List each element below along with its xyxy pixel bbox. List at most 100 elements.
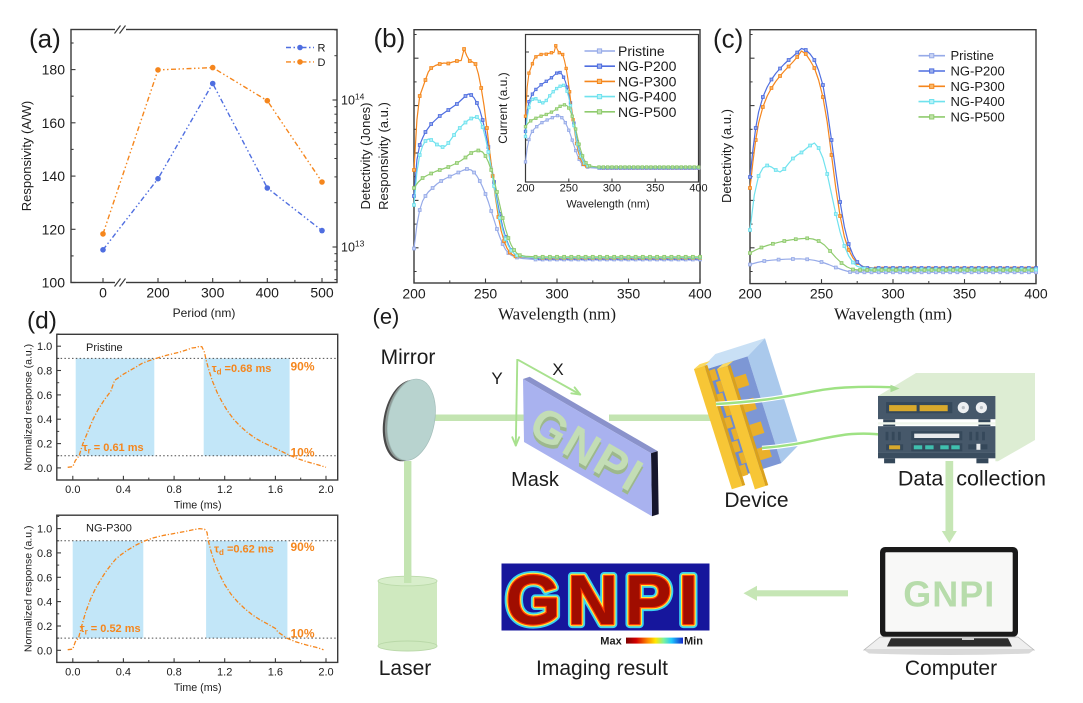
svg-text:400: 400 — [688, 286, 712, 302]
svg-text:Device: Device — [724, 489, 788, 512]
svg-text:0: 0 — [99, 285, 107, 301]
svg-text:200: 200 — [146, 285, 170, 301]
svg-text:90%: 90% — [291, 359, 315, 373]
svg-text:0.8: 0.8 — [166, 666, 181, 678]
svg-text:300: 300 — [603, 183, 621, 195]
svg-text:10%: 10% — [291, 626, 315, 640]
svg-text:Time (ms): Time (ms) — [174, 682, 222, 694]
svg-text:0.4: 0.4 — [116, 484, 131, 496]
svg-text:Current (a.u.): Current (a.u.) — [496, 72, 510, 143]
svg-text:300: 300 — [881, 286, 905, 302]
svg-text:0.0: 0.0 — [37, 463, 52, 475]
svg-text:1.2: 1.2 — [217, 666, 232, 678]
svg-text:τr = 0.52 ms: τr = 0.52 ms — [80, 623, 141, 637]
svg-text:200: 200 — [516, 183, 534, 195]
svg-text:X: X — [552, 360, 563, 379]
svg-text:Pristine: Pristine — [618, 43, 665, 59]
svg-text:NG-P200: NG-P200 — [618, 58, 677, 74]
svg-text:400: 400 — [256, 285, 280, 301]
svg-text:0.8: 0.8 — [37, 548, 52, 560]
svg-text:250: 250 — [474, 286, 498, 302]
svg-text:NG-P300: NG-P300 — [86, 523, 132, 535]
svg-text:500: 500 — [310, 285, 334, 301]
svg-text:τd =0.68 ms: τd =0.68 ms — [212, 363, 272, 377]
svg-text:NG-P500: NG-P500 — [618, 104, 677, 120]
svg-text:120: 120 — [42, 221, 66, 237]
svg-text:10%: 10% — [291, 446, 315, 460]
svg-text:0.8: 0.8 — [166, 484, 181, 496]
svg-text:200: 200 — [738, 286, 762, 302]
svg-text:GNPI: GNPI — [506, 561, 705, 639]
svg-text:collection: collection — [956, 467, 1046, 491]
svg-text:0.0: 0.0 — [65, 666, 80, 678]
svg-text:400: 400 — [1024, 286, 1048, 302]
svg-text:Period (nm): Period (nm) — [173, 306, 236, 320]
svg-text:1.0: 1.0 — [37, 524, 52, 536]
svg-text:0.2: 0.2 — [37, 621, 52, 633]
svg-text:1.6: 1.6 — [268, 484, 283, 496]
svg-text:GNPI: GNPI — [903, 574, 995, 615]
svg-text:Detectivity (a.u.): Detectivity (a.u.) — [719, 109, 734, 203]
svg-text:Min: Min — [684, 636, 703, 648]
svg-text:Time (ms): Time (ms) — [174, 500, 222, 512]
svg-text:Normalized response (a.u.): Normalized response (a.u.) — [23, 344, 35, 471]
svg-text:0.6: 0.6 — [37, 572, 52, 584]
svg-text:(e): (e) — [373, 304, 400, 329]
svg-text:Mirror: Mirror — [381, 346, 436, 369]
svg-text:Laser: Laser — [379, 657, 432, 680]
svg-text:NG-P500: NG-P500 — [951, 109, 1005, 124]
svg-text:160: 160 — [42, 115, 66, 131]
svg-text:Pristine: Pristine — [86, 342, 123, 354]
svg-text:200: 200 — [402, 286, 426, 302]
svg-text:Wavelength (nm): Wavelength (nm) — [566, 199, 649, 211]
svg-text:Responsivity (A/W): Responsivity (A/W) — [19, 101, 34, 212]
svg-text:Computer: Computer — [905, 657, 997, 680]
svg-text:(a): (a) — [29, 24, 61, 54]
svg-text:1.6: 1.6 — [268, 666, 283, 678]
svg-text:300: 300 — [201, 285, 225, 301]
svg-text:Y: Y — [491, 369, 502, 388]
svg-text:350: 350 — [646, 183, 664, 195]
svg-text:0.8: 0.8 — [37, 366, 52, 378]
svg-text:0.4: 0.4 — [37, 597, 52, 609]
svg-text:350: 350 — [953, 286, 977, 302]
svg-text:90%: 90% — [291, 540, 315, 554]
svg-text:1.2: 1.2 — [217, 484, 232, 496]
svg-text:τr = 0.61 ms: τr = 0.61 ms — [83, 442, 144, 456]
svg-text:NG-P400: NG-P400 — [951, 94, 1005, 109]
svg-text:Detectivity (Jones): Detectivity (Jones) — [358, 103, 373, 210]
svg-text:Normalized response (a.u.): Normalized response (a.u.) — [23, 525, 35, 652]
svg-text:Max: Max — [600, 636, 622, 648]
svg-text:(c): (c) — [713, 24, 743, 54]
svg-text:0.2: 0.2 — [37, 439, 52, 451]
svg-text:GNPI: GNPI — [506, 561, 705, 639]
svg-text:0.0: 0.0 — [37, 645, 52, 657]
svg-text:Wavelength (nm): Wavelength (nm) — [498, 305, 616, 324]
svg-text:NG-P300: NG-P300 — [951, 79, 1005, 94]
svg-text:0.0: 0.0 — [65, 484, 80, 496]
svg-text:180: 180 — [42, 62, 66, 78]
svg-text:350: 350 — [617, 286, 641, 302]
svg-text:400: 400 — [689, 183, 707, 195]
svg-text:0.4: 0.4 — [116, 666, 131, 678]
svg-text:Pristine: Pristine — [951, 48, 994, 63]
svg-text:140: 140 — [42, 168, 66, 184]
svg-text:GNPI: GNPI — [506, 561, 705, 639]
svg-text:2.0: 2.0 — [318, 484, 333, 496]
svg-text:100: 100 — [42, 275, 66, 291]
svg-text:Responsivity (a.u.): Responsivity (a.u.) — [376, 102, 391, 210]
svg-text:Mask: Mask — [511, 469, 560, 491]
svg-text:250: 250 — [560, 183, 578, 195]
svg-text:Wavelength (nm): Wavelength (nm) — [834, 305, 952, 324]
svg-text:GNPI: GNPI — [506, 561, 705, 639]
svg-text:NG-P400: NG-P400 — [618, 89, 677, 105]
svg-text:(b): (b) — [374, 23, 406, 53]
svg-text:0.6: 0.6 — [37, 390, 52, 402]
svg-text:2.0: 2.0 — [318, 666, 333, 678]
svg-text:D: D — [318, 57, 326, 69]
svg-text:Data: Data — [898, 467, 943, 491]
svg-text:250: 250 — [810, 286, 834, 302]
svg-text:0.4: 0.4 — [37, 414, 52, 426]
svg-text:NG-P300: NG-P300 — [618, 73, 677, 89]
svg-text:Imaging result: Imaging result — [536, 657, 668, 680]
